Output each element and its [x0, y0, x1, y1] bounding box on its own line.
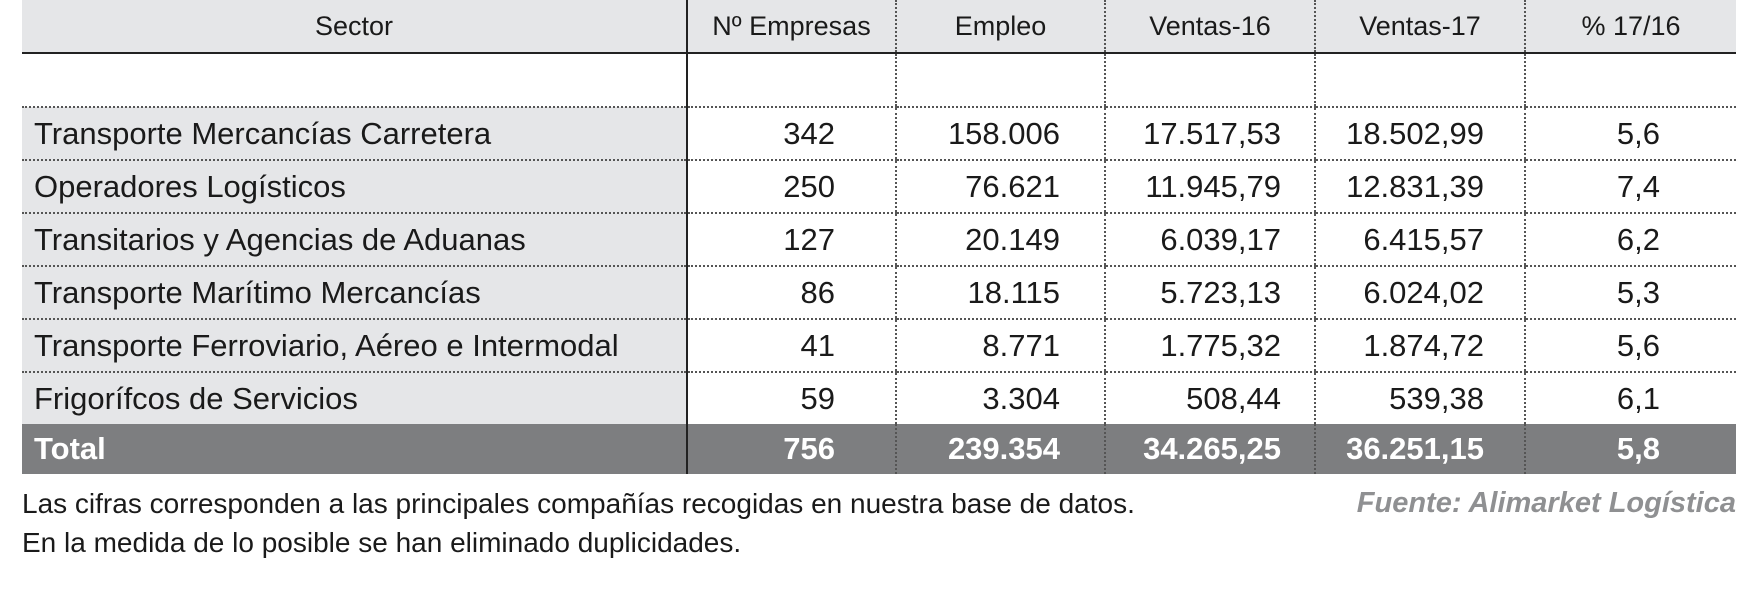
source-credit: Fuente: Alimarket Logística [1356, 487, 1736, 519]
ventas17-cell: 6.024,02 [1314, 266, 1525, 320]
column-header-pct: % 17/16 [1524, 0, 1736, 54]
empleo-cell: 20.149 [895, 213, 1105, 267]
ventas16-cell: 6.039,17 [1104, 213, 1315, 267]
table-row: Operadores Logísticos 250 76.621 11.945,… [22, 160, 1736, 214]
empleo-cell: 18.115 [895, 266, 1105, 320]
ventas16-cell: 508,44 [1104, 372, 1315, 424]
empresas-cell: 342 [686, 107, 896, 161]
column-header-empleo: Empleo [895, 0, 1105, 54]
ventas16-cell: 1.775,32 [1104, 319, 1315, 373]
spacer-cell [686, 53, 896, 108]
pct-cell: 6,1 [1524, 372, 1736, 424]
total-empresas-cell: 756 [686, 424, 896, 474]
ventas17-cell: 1.874,72 [1314, 319, 1525, 373]
sector-cell: Transitarios y Agencias de Aduanas [22, 213, 687, 267]
pct-cell: 5,6 [1524, 319, 1736, 373]
empresas-cell: 250 [686, 160, 896, 214]
empleo-cell: 158.006 [895, 107, 1105, 161]
total-ventas16-cell: 34.265,25 [1104, 424, 1315, 474]
ventas17-cell: 12.831,39 [1314, 160, 1525, 214]
table-row: Transporte Mercancías Carretera 342 158.… [22, 107, 1736, 161]
spacer-row [22, 53, 1736, 108]
total-row: Total 756 239.354 34.265,25 36.251,15 5,… [22, 424, 1736, 474]
pct-cell: 5,3 [1524, 266, 1736, 320]
spacer-cell [22, 53, 687, 108]
ventas16-cell: 17.517,53 [1104, 107, 1315, 161]
footnote: Las cifras corresponden a las principale… [22, 484, 1135, 562]
empresas-cell: 59 [686, 372, 896, 424]
total-pct-cell: 5,8 [1524, 424, 1736, 474]
column-header-ventas17: Ventas-17 [1314, 0, 1525, 54]
footnote-line: En la medida de lo posible se han elimin… [22, 527, 742, 558]
ventas17-cell: 6.415,57 [1314, 213, 1525, 267]
ventas16-cell: 11.945,79 [1104, 160, 1315, 214]
empleo-cell: 8.771 [895, 319, 1105, 373]
sector-cell: Transporte Ferroviario, Aéreo e Intermod… [22, 319, 687, 373]
ventas17-cell: 18.502,99 [1314, 107, 1525, 161]
data-table-container: Sector Nº Empresas Empleo Ventas-16 Vent… [22, 0, 1736, 474]
column-header-sector: Sector [22, 0, 687, 54]
spacer-cell [1104, 53, 1315, 108]
empresas-cell: 127 [686, 213, 896, 267]
pct-cell: 7,4 [1524, 160, 1736, 214]
total-label: Total [22, 424, 687, 474]
spacer-cell [1524, 53, 1736, 108]
sector-table: Sector Nº Empresas Empleo Ventas-16 Vent… [22, 0, 1736, 474]
spacer-cell [895, 53, 1105, 108]
total-ventas17-cell: 36.251,15 [1314, 424, 1525, 474]
pct-cell: 6,2 [1524, 213, 1736, 267]
pct-cell: 5,6 [1524, 107, 1736, 161]
total-empleo-cell: 239.354 [895, 424, 1105, 474]
empresas-cell: 86 [686, 266, 896, 320]
ventas17-cell: 539,38 [1314, 372, 1525, 424]
sector-cell: Frigorífcos de Servicios [22, 372, 687, 424]
empresas-cell: 41 [686, 319, 896, 373]
column-header-ventas16: Ventas-16 [1104, 0, 1315, 54]
sector-cell: Operadores Logísticos [22, 160, 687, 214]
ventas16-cell: 5.723,13 [1104, 266, 1315, 320]
footnote-line: Las cifras corresponden a las principale… [22, 488, 1135, 519]
sector-cell: Transporte Marítimo Mercancías [22, 266, 687, 320]
column-header-empresas: Nº Empresas [686, 0, 896, 54]
table-row: Transitarios y Agencias de Aduanas 127 2… [22, 213, 1736, 267]
table-row: Frigorífcos de Servicios 59 3.304 508,44… [22, 372, 1736, 424]
sector-cell: Transporte Mercancías Carretera [22, 107, 687, 161]
empleo-cell: 3.304 [895, 372, 1105, 424]
header-row: Sector Nº Empresas Empleo Ventas-16 Vent… [22, 0, 1736, 54]
empleo-cell: 76.621 [895, 160, 1105, 214]
table-row: Transporte Ferroviario, Aéreo e Intermod… [22, 319, 1736, 373]
table-row: Transporte Marítimo Mercancías 86 18.115… [22, 266, 1736, 320]
spacer-cell [1314, 53, 1525, 108]
